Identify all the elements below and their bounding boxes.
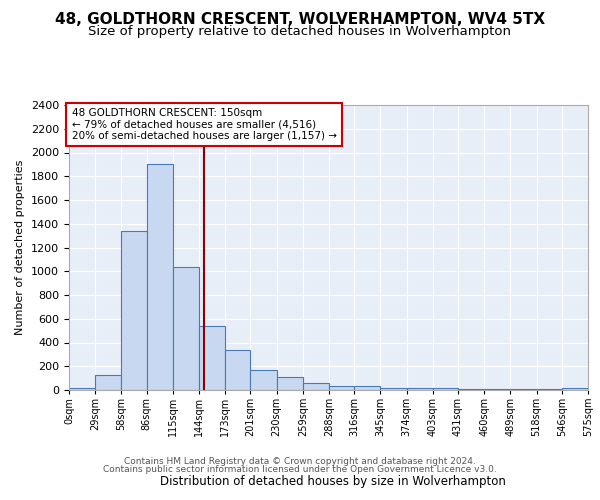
Y-axis label: Number of detached properties: Number of detached properties xyxy=(16,160,25,335)
Text: 48, GOLDTHORN CRESCENT, WOLVERHAMPTON, WV4 5TX: 48, GOLDTHORN CRESCENT, WOLVERHAMPTON, W… xyxy=(55,12,545,28)
Bar xyxy=(199,326,225,390)
Bar xyxy=(69,388,95,390)
Text: Contains HM Land Registry data © Crown copyright and database right 2024.: Contains HM Land Registry data © Crown c… xyxy=(124,457,476,466)
Text: Distribution of detached houses by size in Wolverhampton: Distribution of detached houses by size … xyxy=(160,474,506,488)
Bar xyxy=(250,370,277,390)
Bar xyxy=(225,350,250,390)
Bar xyxy=(329,386,354,390)
Text: 48 GOLDTHORN CRESCENT: 150sqm
← 79% of detached houses are smaller (4,516)
20% o: 48 GOLDTHORN CRESCENT: 150sqm ← 79% of d… xyxy=(71,108,337,141)
Text: Contains public sector information licensed under the Open Government Licence v3: Contains public sector information licen… xyxy=(103,465,497,474)
Bar xyxy=(277,377,303,390)
Bar xyxy=(380,388,407,390)
Bar xyxy=(407,388,433,390)
Bar xyxy=(433,388,458,390)
Bar xyxy=(303,383,329,390)
Bar xyxy=(146,164,173,390)
Text: Size of property relative to detached houses in Wolverhampton: Size of property relative to detached ho… xyxy=(89,25,511,38)
Bar xyxy=(354,386,380,390)
Bar xyxy=(562,388,588,390)
Bar xyxy=(173,266,199,390)
Bar xyxy=(121,231,146,390)
Bar xyxy=(95,374,121,390)
